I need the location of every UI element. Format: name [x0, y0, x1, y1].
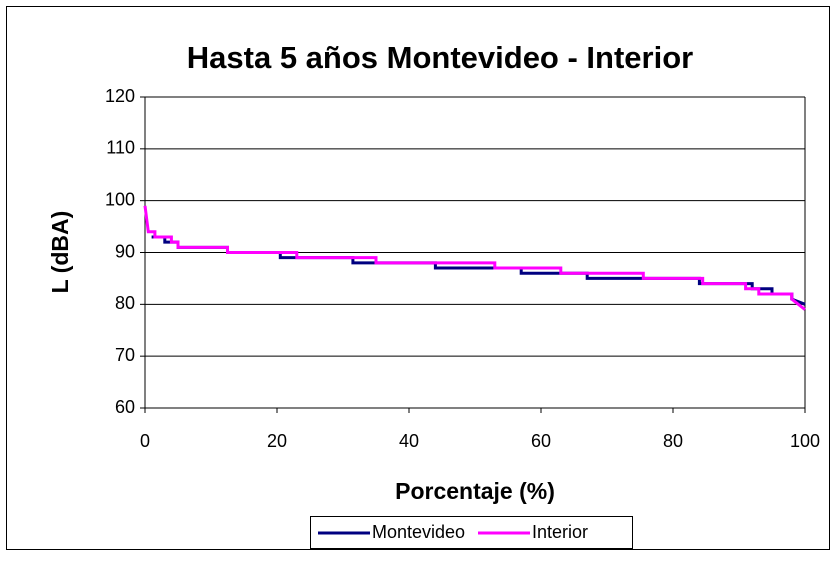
- y-tick-label: 90: [115, 241, 135, 261]
- y-tick-label: 100: [105, 189, 135, 209]
- x-axis-label: Porcentaje (%): [395, 478, 555, 504]
- series-line: [143, 205, 806, 311]
- y-tick-label: 120: [105, 86, 135, 106]
- x-tick-label: 60: [531, 431, 551, 451]
- y-axis-label: L (dBA): [47, 211, 73, 294]
- x-tick-label: 100: [790, 431, 820, 451]
- legend-label: Montevideo: [372, 522, 465, 542]
- y-tick-label: 110: [106, 138, 135, 158]
- y-tick-label: 60: [115, 397, 135, 417]
- y-tick-label: 70: [115, 345, 135, 365]
- x-tick-label: 0: [140, 431, 150, 451]
- y-tick-label: 80: [115, 293, 135, 313]
- x-tick-label: 80: [663, 431, 683, 451]
- x-tick-label: 20: [267, 431, 287, 451]
- x-tick-label: 40: [399, 431, 419, 451]
- chart-title: Hasta 5 años Montevideo - Interior: [187, 40, 693, 75]
- legend-label: Interior: [532, 522, 588, 542]
